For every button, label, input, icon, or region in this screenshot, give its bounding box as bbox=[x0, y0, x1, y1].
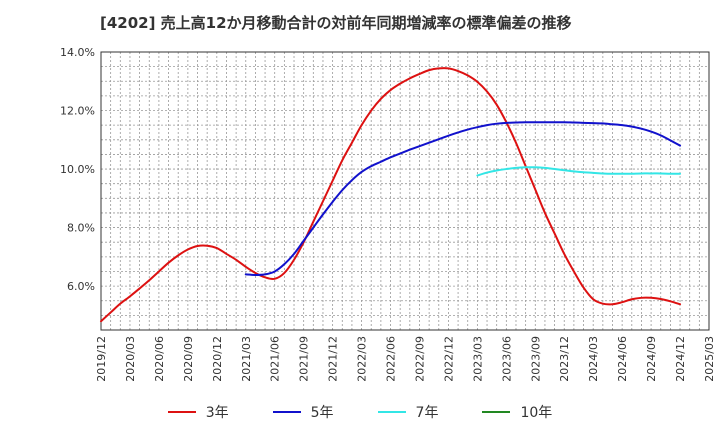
y-tick-label: 10.0% bbox=[60, 163, 95, 176]
plot-border bbox=[100, 51, 710, 331]
series-line-1 bbox=[100, 67, 682, 323]
x-tick-label: 2022/06 bbox=[385, 336, 398, 382]
x-tick-label: 2020/12 bbox=[211, 336, 224, 382]
x-tick-label: 2024/09 bbox=[645, 336, 658, 382]
series-line-2 bbox=[244, 121, 682, 276]
x-tick-label: 2023/09 bbox=[529, 336, 542, 382]
x-tick-label: 2024/06 bbox=[616, 336, 629, 382]
legend-swatch bbox=[482, 411, 511, 413]
legend-swatch bbox=[377, 411, 406, 413]
y-tick-label: 12.0% bbox=[60, 105, 95, 118]
series-line-3 bbox=[476, 166, 682, 177]
legend-item-1: 3年 bbox=[167, 402, 229, 422]
legend-item-4: 10年 bbox=[482, 402, 552, 422]
y-tick-label: 8.0% bbox=[67, 222, 95, 235]
x-tick-label: 2023/03 bbox=[471, 336, 484, 382]
legend-label: 5年 bbox=[310, 405, 334, 421]
x-tick-label: 2021/06 bbox=[269, 336, 282, 382]
x-tick-label: 2023/12 bbox=[558, 336, 571, 382]
x-tick-label: 2020/09 bbox=[182, 336, 195, 382]
legend-swatch bbox=[272, 411, 301, 413]
x-tick-label: 2023/06 bbox=[500, 336, 513, 382]
x-tick-label: 2022/12 bbox=[442, 336, 455, 382]
x-tick-label: 2020/03 bbox=[124, 336, 137, 382]
legend-label: 3年 bbox=[205, 405, 229, 421]
y-tick-label: 14.0% bbox=[60, 46, 95, 59]
x-tick-label: 2021/03 bbox=[240, 336, 253, 382]
x-tick-label: 2025/03 bbox=[703, 336, 716, 382]
x-tick-label: 2024/03 bbox=[587, 336, 600, 382]
chart-title: [4202] 売上高12か月移動合計の対前年同期増減率の標準偏差の推移 bbox=[100, 14, 572, 32]
legend-item-2: 5年 bbox=[272, 402, 334, 422]
plot-area bbox=[101, 52, 709, 330]
x-tick-label: 2024/12 bbox=[674, 336, 687, 382]
x-tick-label: 2022/03 bbox=[356, 336, 369, 382]
x-tick-label: 2021/12 bbox=[327, 336, 340, 382]
legend-item-3: 7年 bbox=[377, 402, 439, 422]
x-tick-label: 2021/09 bbox=[298, 336, 311, 382]
legend-swatch bbox=[167, 411, 196, 413]
legend-label: 10年 bbox=[520, 405, 553, 421]
legend: 3年 5年 7年 10年 bbox=[0, 402, 720, 422]
x-tick-label: 2020/06 bbox=[153, 336, 166, 382]
x-tick-label: 2022/09 bbox=[413, 336, 426, 382]
legend-label: 7年 bbox=[415, 405, 439, 421]
y-tick-label: 6.0% bbox=[67, 280, 95, 293]
x-tick-label: 2019/12 bbox=[95, 336, 108, 382]
